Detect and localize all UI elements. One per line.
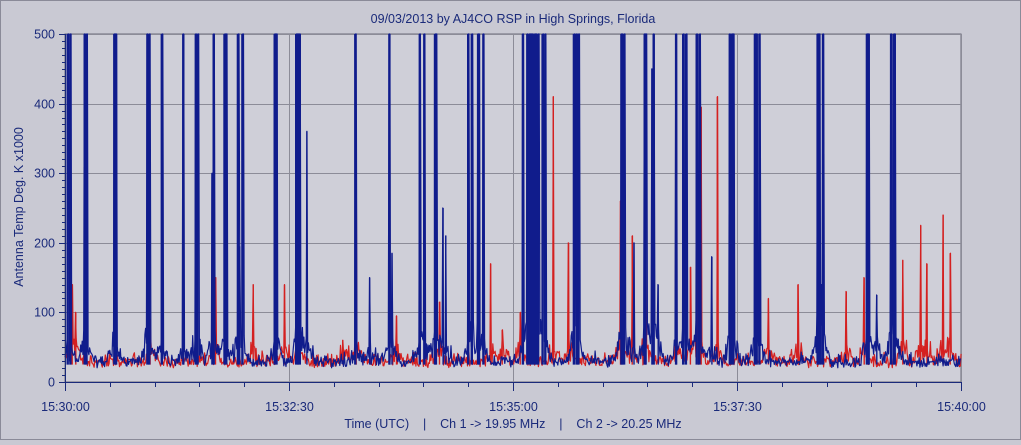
x-tick-label: 15:35:00 [489, 400, 538, 414]
y-tick-label: 500 [34, 28, 55, 42]
x-axis-label: Time (UTC) | Ch 1 -> 19.95 MHz | Ch 2 ->… [344, 417, 681, 431]
plot-axes: 0 100 200 300 400 500 15:30:00 15:32:30 15:35:00… [34, 28, 986, 415]
x-tick-label: 15:37:30 [713, 400, 762, 414]
y-tick-label: 100 [34, 306, 55, 320]
y-tick-label: 0 [48, 376, 55, 390]
x-tick-label: 15:30:00 [41, 400, 90, 414]
y-tick-label: 400 [34, 98, 55, 112]
x-tick-label: 15:32:30 [265, 400, 314, 414]
x-tick-label: 15:40:00 [937, 400, 986, 414]
chart-title: 09/03/2013 by AJ4CO RSP in High Springs,… [371, 12, 656, 26]
y-tick-label: 300 [34, 167, 55, 181]
y-tick-label: 200 [34, 237, 55, 251]
series-layer [64, 33, 962, 369]
y-axis-label: Antenna Temp Deg. K x1000 [12, 127, 26, 287]
